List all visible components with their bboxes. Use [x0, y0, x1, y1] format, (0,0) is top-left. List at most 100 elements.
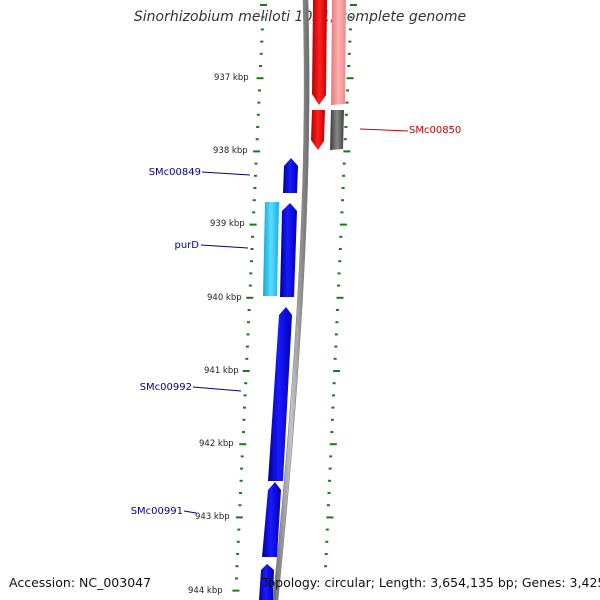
- tick-mark: [347, 52, 351, 55]
- tick-mark: [239, 492, 242, 494]
- tick-mark: [244, 382, 248, 385]
- tick-mark: [235, 516, 243, 519]
- tick-mark: [236, 540, 240, 543]
- map-title: Sinorhizobium meliloti 1021, complete ge…: [133, 9, 467, 25]
- tick-mark: [325, 528, 329, 531]
- tick-mark: [337, 272, 341, 275]
- tick-mark: [256, 126, 260, 128]
- tick-label-943: 943 kbp: [195, 512, 230, 522]
- tick-mark: [325, 540, 329, 543]
- tick-label-944: 944 kbp: [188, 586, 223, 596]
- tick-mark: [333, 357, 337, 360]
- gene-label-smc00992[interactable]: SMc00992: [140, 382, 192, 393]
- tick-mark: [247, 309, 251, 311]
- gene-label-smc00850[interactable]: SMc00850: [409, 125, 461, 136]
- tick-mark: [242, 370, 250, 372]
- tick-mark: [339, 223, 347, 226]
- gene-reverse-upper-light[interactable]: [331, 0, 346, 105]
- tick-mark: [239, 479, 243, 482]
- tick-mark: [331, 406, 335, 409]
- tick-mark: [348, 40, 352, 43]
- tick-mark: [239, 443, 247, 446]
- tick-mark: [329, 455, 333, 458]
- tick-track: [232, 4, 357, 592]
- tick-label-937: 937 kbp: [214, 73, 249, 83]
- gene-purd[interactable]: [263, 202, 279, 296]
- topology-text: Topology: circular; Length: 3,654,135 bp…: [262, 575, 600, 590]
- tick-mark: [247, 321, 250, 324]
- gene-label-smc00991[interactable]: SMc00991: [131, 506, 183, 517]
- tick-mark: [333, 370, 341, 372]
- tick-mark: [258, 89, 261, 92]
- tick-mark: [261, 16, 265, 19]
- gene-label-smc00849[interactable]: SMc00849: [149, 167, 201, 178]
- tick-mark: [328, 479, 332, 482]
- tick-mark: [335, 309, 339, 311]
- tick-mark: [339, 235, 343, 238]
- kbp-tick-labels: 937 kbp 938 kbp 939 kbp 940 kbp 941 kbp …: [188, 73, 249, 596]
- tick-mark: [232, 589, 240, 592]
- tick-mark: [249, 260, 253, 263]
- tick-mark: [324, 565, 328, 568]
- leader-purd: [200, 244, 249, 249]
- tick-mark: [250, 248, 254, 250]
- gene-smc00992[interactable]: [268, 307, 292, 481]
- tick-mark: [341, 199, 344, 202]
- tick-mark: [332, 394, 335, 397]
- leader-smc00992: [192, 386, 242, 392]
- gene-forward-bottom[interactable]: [259, 564, 274, 600]
- tick-mark: [253, 174, 257, 177]
- tick-label-941: 941 kbp: [204, 366, 239, 376]
- tick-mark: [346, 77, 354, 80]
- leader-smc00849: [201, 171, 251, 176]
- tick-mark: [259, 65, 263, 67]
- tick-label-938: 938 kbp: [213, 146, 248, 156]
- tick-mark: [249, 223, 257, 226]
- gene-forward-upper[interactable]: [280, 203, 297, 297]
- tick-mark: [347, 65, 351, 67]
- tick-mark: [330, 431, 334, 433]
- gene-smc00991[interactable]: [262, 482, 281, 557]
- gene-labels: SMc00850 SMc00849 purD SMc00992 SMc00991: [131, 125, 462, 517]
- tick-mark: [343, 138, 347, 141]
- tick-mark: [337, 284, 341, 287]
- tick-mark: [235, 577, 238, 580]
- tick-mark: [257, 101, 261, 104]
- tick-mark: [253, 187, 257, 189]
- gene-label-purd[interactable]: purD: [175, 240, 200, 251]
- tick-mark: [345, 101, 349, 104]
- tick-mark: [332, 382, 336, 385]
- tick-mark: [238, 504, 242, 507]
- gene-smc00850[interactable]: [330, 110, 344, 150]
- tick-mark: [245, 345, 249, 348]
- tick-mark: [330, 418, 334, 421]
- tick-mark: [344, 113, 348, 116]
- tick-mark: [252, 199, 256, 202]
- tick-mark: [255, 138, 259, 141]
- tick-mark: [336, 296, 344, 299]
- tick-mark: [260, 4, 267, 6]
- tick-mark: [340, 211, 344, 214]
- tick-mark: [326, 504, 330, 507]
- tick-mark: [346, 89, 350, 92]
- tick-mark: [254, 162, 258, 165]
- tick-mark: [326, 516, 334, 519]
- tick-label-940: 940 kbp: [207, 293, 242, 303]
- gene-reverse-lower[interactable]: [311, 110, 325, 150]
- tick-mark: [245, 357, 249, 360]
- tick-mark: [324, 553, 328, 555]
- tick-mark: [253, 150, 261, 153]
- accession-text: Accession: NC_003047: [9, 575, 152, 590]
- tick-mark: [252, 211, 256, 214]
- tick-mark: [243, 394, 247, 397]
- tick-mark: [327, 492, 331, 494]
- tick-mark: [240, 467, 244, 470]
- tick-mark: [240, 455, 244, 458]
- tick-mark: [242, 418, 246, 421]
- tick-label-939: 939 kbp: [210, 219, 245, 229]
- tick-mark: [246, 333, 250, 336]
- gene-reverse-upper[interactable]: [312, 0, 327, 105]
- gene-smc00849[interactable]: [283, 158, 298, 193]
- tick-mark: [259, 52, 263, 55]
